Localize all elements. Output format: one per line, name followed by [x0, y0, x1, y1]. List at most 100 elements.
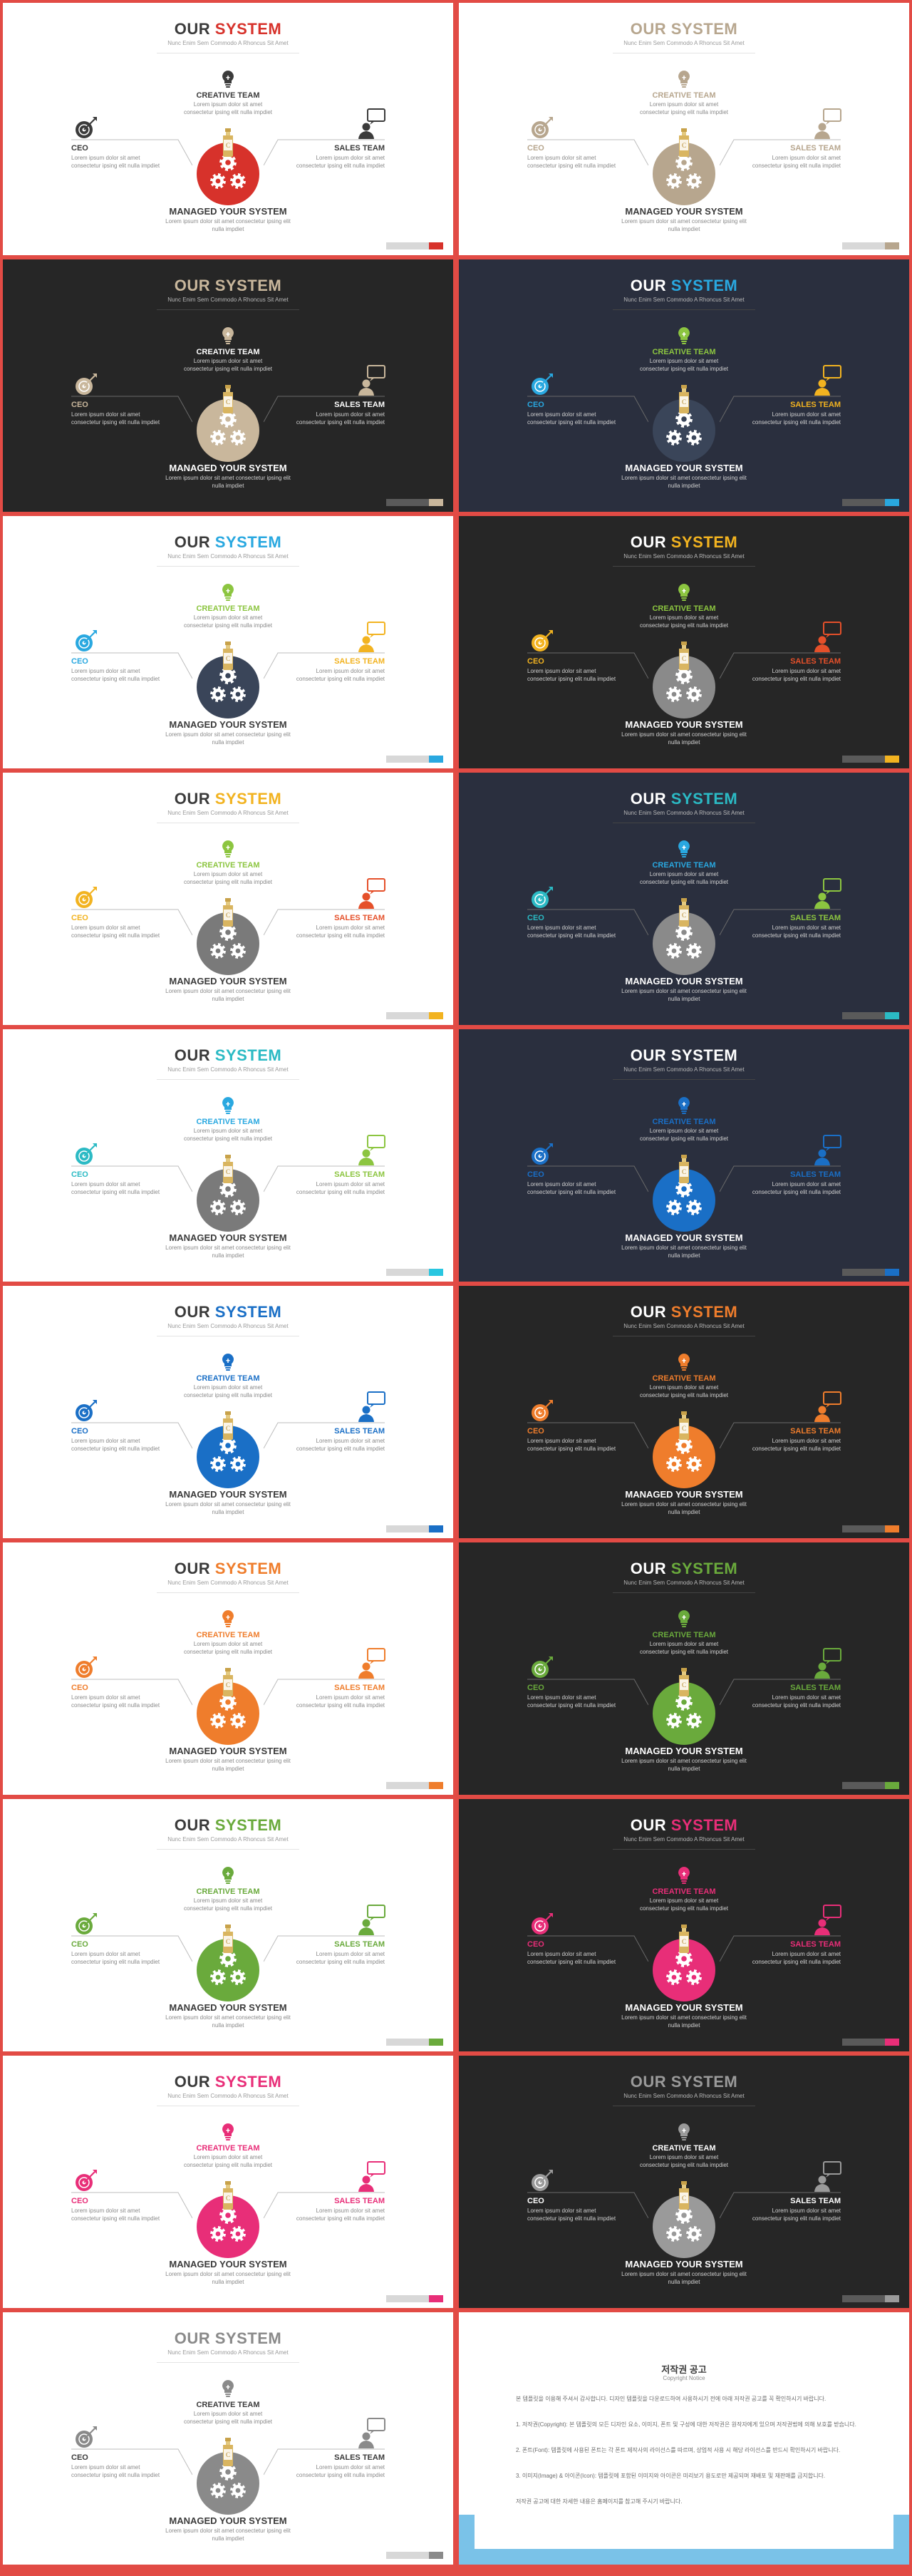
creative-team-text: Lorem ipsum dolor sit amet consectetur i… — [183, 358, 273, 372]
gear-hole — [225, 1186, 231, 1192]
ceo-target-icon — [74, 372, 98, 396]
system-circle — [653, 143, 715, 205]
slide-thumbnail-15[interactable]: OUR SYSTEM Nunc Enim Sem Commodo A Rhonc… — [3, 1799, 453, 2051]
connector-line-left — [527, 1162, 648, 1197]
slide-thumbnail-12[interactable]: OUR SYSTEM Nunc Enim Sem Commodo A Rhonc… — [459, 1286, 909, 1538]
slide-thumbnail-6[interactable]: OUR SYSTEM Nunc Enim Sem Commodo A Rhonc… — [459, 516, 909, 768]
gear-hole — [681, 160, 687, 165]
managed-system-text: Lorem ipsum dolor sit amet consectetur i… — [165, 475, 291, 489]
slide-thumbnail-11[interactable]: OUR SYSTEM Nunc Enim Sem Commodo A Rhonc… — [3, 1286, 453, 1538]
connector-line-left — [527, 649, 648, 684]
title-divider — [157, 1592, 299, 1593]
managed-system-text: Lorem ipsum dolor sit amet consectetur i… — [621, 1245, 747, 1259]
managed-system-label: MANAGED YOUR SYSTEM — [169, 463, 287, 473]
sales-team-label: SALES TEAM — [790, 1940, 841, 1949]
slide-subtitle: Nunc Enim Sem Commodo A Rhoncus Sit Amet — [167, 2349, 289, 2356]
connector-line-left — [71, 392, 192, 428]
connector-line-left — [71, 649, 192, 684]
slide-thumbnail-3[interactable]: OUR SYSTEM Nunc Enim Sem Commodo A Rhonc… — [3, 259, 453, 512]
gears-icon — [666, 1950, 702, 1985]
page-badge-bar — [842, 1269, 885, 1276]
gear-hole — [681, 1186, 687, 1192]
slide-thumbnail-2[interactable]: OUR SYSTEM Nunc Enim Sem Commodo A Rhonc… — [459, 3, 909, 255]
slide-thumbnail-10[interactable]: OUR SYSTEM Nunc Enim Sem Commodo A Rhonc… — [459, 1029, 909, 1282]
connector-line-right — [264, 2188, 385, 2224]
connector-line-right — [264, 905, 385, 941]
slide-thumbnail-4[interactable]: OUR SYSTEM Nunc Enim Sem Commodo A Rhonc… — [459, 259, 909, 512]
svg-text:C: C — [682, 655, 686, 662]
page-badge-accent — [885, 1782, 899, 1789]
gear-hole — [671, 1718, 677, 1724]
creative-team-label: CREATIVE TEAM — [652, 1887, 716, 1896]
page-badge-bar — [386, 1525, 429, 1532]
creative-team-label: CREATIVE TEAM — [652, 2144, 716, 2153]
creative-team-text: Lorem ipsum dolor sit amet consectetur i… — [183, 871, 273, 885]
gears-icon — [210, 1437, 246, 1472]
creative-team-text: Lorem ipsum dolor sit amet consectetur i… — [183, 2411, 273, 2425]
lightbulb-icon — [219, 1096, 237, 1115]
slide-thumbnail-19[interactable]: OUR SYSTEM Nunc Enim Sem Commodo A Rhonc… — [3, 2312, 453, 2565]
salesperson-speech-icon — [814, 878, 842, 910]
creative-team-text: Lorem ipsum dolor sit amet consectetur i… — [183, 1641, 273, 1655]
managed-system-label: MANAGED YOUR SYSTEM — [625, 2002, 743, 2013]
slide-subtitle: Nunc Enim Sem Commodo A Rhoncus Sit Amet — [167, 553, 289, 560]
managed-system-text: Lorem ipsum dolor sit amet consectetur i… — [621, 1501, 747, 1515]
salesperson-speech-icon — [358, 878, 386, 910]
page-badge-accent — [429, 242, 443, 249]
page-badge-accent — [429, 499, 443, 506]
page-badge-bar — [386, 1782, 429, 1789]
salesperson-speech-icon — [814, 108, 842, 140]
slide-subtitle: Nunc Enim Sem Commodo A Rhoncus Sit Amet — [623, 2093, 745, 2099]
slide-thumbnail-5[interactable]: OUR SYSTEM Nunc Enim Sem Commodo A Rhonc… — [3, 516, 453, 768]
slide-page-badge — [842, 499, 899, 506]
slide-thumbnail-8[interactable]: OUR SYSTEM Nunc Enim Sem Commodo A Rhonc… — [459, 773, 909, 1025]
bottle-icon: C — [676, 1411, 692, 1440]
notice-paragraph: 저작권 공고에 대한 자세한 내용은 홈페이지를 참고해 주시기 바랍니다. — [516, 2498, 683, 2505]
ceo-text: Lorem ipsum dolor sit amet consectetur i… — [71, 1694, 160, 1709]
slide-thumbnail-17[interactable]: OUR SYSTEM Nunc Enim Sem Commodo A Rhonc… — [3, 2056, 453, 2308]
page-badge-bar — [386, 756, 429, 763]
gears-icon — [210, 154, 246, 189]
slide-page-badge — [386, 242, 443, 249]
slide-page-badge — [842, 756, 899, 763]
ceo-label: CEO — [71, 1427, 88, 1436]
slide-thumbnail-16[interactable]: OUR SYSTEM Nunc Enim Sem Commodo A Rhonc… — [459, 1799, 909, 2051]
ceo-label: CEO — [71, 657, 88, 666]
copyright-notice-slide[interactable]: 저작권 공고 Copyright Notice 본 템플릿을 이용해 주셔서 감… — [459, 2312, 909, 2565]
slide-subtitle: Nunc Enim Sem Commodo A Rhoncus Sit Amet — [167, 1580, 289, 1586]
gear-hole — [671, 435, 677, 441]
slide-thumbnail-13[interactable]: OUR SYSTEM Nunc Enim Sem Commodo A Rhonc… — [3, 1542, 453, 1795]
gear-hole — [671, 2231, 677, 2237]
managed-system-text: Lorem ipsum dolor sit amet consectetur i… — [165, 1245, 291, 1259]
slide-thumbnail-18[interactable]: OUR SYSTEM Nunc Enim Sem Commodo A Rhonc… — [459, 2056, 909, 2308]
gear-hole — [215, 1461, 221, 1467]
page-badge-accent — [885, 499, 899, 506]
ceo-text: Lorem ipsum dolor sit amet consectetur i… — [71, 2464, 160, 2478]
slide-thumbnail-7[interactable]: OUR SYSTEM Nunc Enim Sem Commodo A Rhonc… — [3, 773, 453, 1025]
page-badge-accent — [429, 756, 443, 763]
slide-subtitle: Nunc Enim Sem Commodo A Rhoncus Sit Amet — [167, 40, 289, 46]
connector-line-left — [71, 2445, 192, 2480]
creative-team-text: Lorem ipsum dolor sit amet consectetur i… — [639, 1128, 729, 1142]
gear-hole — [681, 673, 687, 679]
lightbulb-icon — [219, 70, 237, 88]
sales-team-label: SALES TEAM — [334, 401, 385, 409]
slide-thumbnail-9[interactable]: OUR SYSTEM Nunc Enim Sem Commodo A Rhonc… — [3, 1029, 453, 1282]
managed-system-label: MANAGED YOUR SYSTEM — [625, 463, 743, 473]
slide-page-badge — [386, 1012, 443, 1019]
bottle-icon: C — [220, 1925, 236, 1953]
sales-team-text: Lorem ipsum dolor sit amet consectetur i… — [752, 411, 841, 426]
slide-page-badge — [386, 2552, 443, 2559]
connector-line-left — [527, 1418, 648, 1454]
gears-icon — [210, 924, 246, 959]
slide-thumbnail-14[interactable]: OUR SYSTEM Nunc Enim Sem Commodo A Rhonc… — [459, 1542, 909, 1795]
creative-team-text: Lorem ipsum dolor sit amet consectetur i… — [183, 2154, 273, 2168]
managed-system-text: Lorem ipsum dolor sit amet consectetur i… — [621, 988, 747, 1002]
slide-thumbnail-1[interactable]: OUR SYSTEM Nunc Enim Sem Commodo A Rhonc… — [3, 3, 453, 255]
sales-team-text: Lorem ipsum dolor sit amet consectetur i… — [296, 2464, 385, 2478]
system-circle — [197, 2452, 259, 2515]
connector-line-left — [527, 1675, 648, 1711]
gear-hole — [671, 1461, 677, 1467]
page-badge-accent — [429, 1782, 443, 1789]
gear-hole — [681, 929, 687, 935]
